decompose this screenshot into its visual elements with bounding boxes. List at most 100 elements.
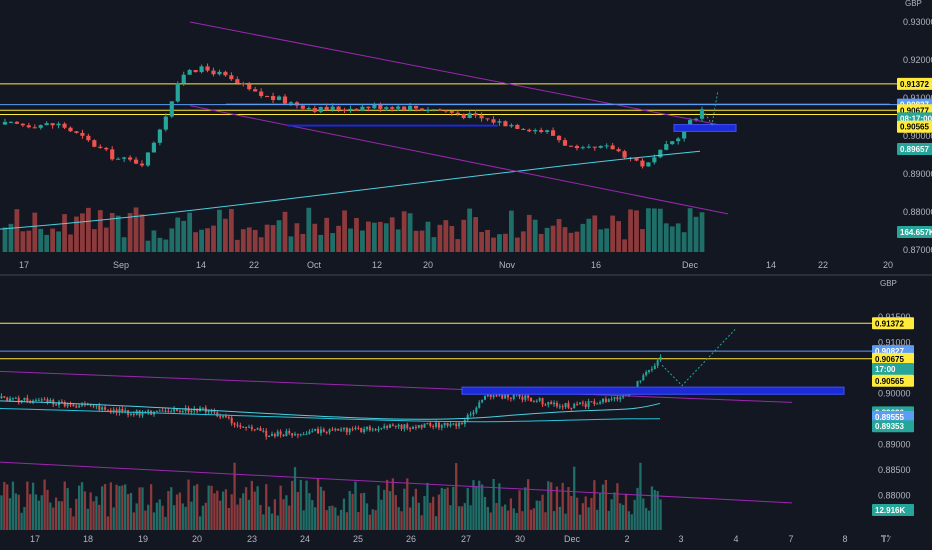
candle-body[interactable] bbox=[32, 127, 37, 129]
candle-body[interactable] bbox=[139, 163, 145, 166]
candle-body[interactable] bbox=[20, 123, 25, 126]
candle-body[interactable] bbox=[443, 110, 448, 112]
candle-body[interactable] bbox=[653, 365, 656, 369]
candle-body[interactable] bbox=[578, 402, 581, 404]
candle-body[interactable] bbox=[247, 84, 252, 90]
candle-body[interactable] bbox=[475, 407, 478, 413]
candle-body[interactable] bbox=[598, 145, 603, 148]
candle-body[interactable] bbox=[524, 395, 527, 400]
candle-body[interactable] bbox=[115, 409, 118, 413]
candle-body[interactable] bbox=[199, 66, 204, 73]
candle-body[interactable] bbox=[101, 407, 104, 410]
tradingview-logo-icon[interactable] bbox=[880, 532, 892, 544]
candle-body[interactable] bbox=[388, 424, 392, 428]
candle-body[interactable] bbox=[104, 407, 107, 410]
candle-body[interactable] bbox=[207, 410, 210, 413]
candle-body[interactable] bbox=[312, 108, 317, 112]
price-badge[interactable] bbox=[872, 420, 914, 433]
candle-body[interactable] bbox=[259, 428, 262, 431]
candle-body[interactable] bbox=[164, 410, 167, 412]
candle-body[interactable] bbox=[491, 119, 496, 123]
candle-body[interactable] bbox=[409, 428, 412, 430]
candle-body[interactable] bbox=[509, 397, 512, 399]
candle-body[interactable] bbox=[63, 402, 66, 407]
candle-body[interactable] bbox=[276, 96, 282, 100]
candle-body[interactable] bbox=[265, 430, 268, 437]
candle-body[interactable] bbox=[443, 422, 446, 426]
support-zone[interactable] bbox=[461, 386, 845, 395]
candle-body[interactable] bbox=[446, 422, 449, 426]
candle-body[interactable] bbox=[66, 404, 69, 407]
candle-body[interactable] bbox=[167, 410, 170, 412]
candle-body[interactable] bbox=[391, 424, 394, 426]
candle-body[interactable] bbox=[688, 120, 693, 128]
candle-body[interactable] bbox=[394, 425, 397, 427]
candle-body[interactable] bbox=[175, 83, 180, 102]
candle-body[interactable] bbox=[133, 159, 139, 164]
candle-body[interactable] bbox=[157, 129, 162, 143]
candle-body[interactable] bbox=[535, 400, 538, 402]
candle-body[interactable] bbox=[432, 426, 435, 428]
candle-body[interactable] bbox=[270, 96, 276, 100]
candle-body[interactable] bbox=[336, 106, 341, 110]
candle-body[interactable] bbox=[547, 402, 550, 405]
candle-body[interactable] bbox=[658, 149, 663, 158]
candle-body[interactable] bbox=[472, 412, 475, 415]
candle-body[interactable] bbox=[437, 422, 440, 428]
candle-body[interactable] bbox=[670, 141, 675, 145]
resistance-line[interactable] bbox=[226, 103, 890, 105]
candle-body[interactable] bbox=[539, 130, 544, 132]
candle-body[interactable] bbox=[305, 433, 308, 435]
candle-body[interactable] bbox=[205, 66, 210, 71]
candle-body[interactable] bbox=[11, 398, 14, 400]
candle-body[interactable] bbox=[473, 113, 478, 116]
candle-body[interactable] bbox=[6, 397, 9, 402]
candle-body[interactable] bbox=[622, 151, 627, 158]
candle-body[interactable] bbox=[425, 110, 431, 112]
candle-body[interactable] bbox=[110, 149, 115, 160]
candle-body[interactable] bbox=[481, 399, 484, 403]
candle-body[interactable] bbox=[151, 142, 157, 153]
candle-body[interactable] bbox=[562, 140, 568, 146]
candle-body[interactable] bbox=[132, 413, 135, 415]
candle-body[interactable] bbox=[285, 431, 288, 437]
pane-divider[interactable] bbox=[0, 274, 932, 276]
candle-body[interactable] bbox=[86, 135, 91, 141]
candle-body[interactable] bbox=[455, 112, 460, 115]
candle-body[interactable] bbox=[34, 400, 37, 402]
candle-body[interactable] bbox=[469, 414, 472, 416]
candle-body[interactable] bbox=[81, 404, 84, 406]
candle-body[interactable] bbox=[342, 109, 347, 111]
candle-body[interactable] bbox=[354, 108, 359, 111]
candle-body[interactable] bbox=[239, 425, 242, 428]
channel-upper-line[interactable] bbox=[189, 21, 729, 127]
candle-body[interactable] bbox=[587, 401, 590, 407]
projection-path[interactable] bbox=[704, 90, 719, 126]
candle-body[interactable] bbox=[328, 429, 331, 433]
candle-body[interactable] bbox=[247, 426, 250, 428]
candle-body[interactable] bbox=[55, 404, 58, 406]
channel-lower-line[interactable] bbox=[189, 105, 729, 215]
candle-body[interactable] bbox=[460, 422, 463, 425]
candle-body[interactable] bbox=[639, 380, 642, 382]
candle-body[interactable] bbox=[458, 422, 461, 427]
candle-body[interactable] bbox=[52, 399, 55, 405]
candle-body[interactable] bbox=[60, 401, 63, 403]
candle-body[interactable] bbox=[449, 423, 452, 426]
candle-body[interactable] bbox=[282, 434, 285, 437]
candle-body[interactable] bbox=[92, 405, 95, 407]
candle-body[interactable] bbox=[636, 381, 639, 389]
candle-body[interactable] bbox=[124, 410, 127, 412]
candle-body[interactable] bbox=[435, 422, 438, 427]
candle-body[interactable] bbox=[613, 397, 616, 399]
candle-body[interactable] bbox=[495, 395, 498, 397]
candle-body[interactable] bbox=[417, 425, 420, 428]
candle-body[interactable] bbox=[291, 433, 294, 436]
candle-body[interactable] bbox=[193, 70, 198, 73]
candle-body[interactable] bbox=[512, 394, 515, 399]
candle-body[interactable] bbox=[607, 399, 610, 402]
candle-body[interactable] bbox=[372, 104, 377, 109]
candle-body[interactable] bbox=[181, 411, 184, 413]
bottom-chart-pane[interactable]: GBP0.915000.910000.905000.900000.895000.… bbox=[0, 276, 932, 550]
